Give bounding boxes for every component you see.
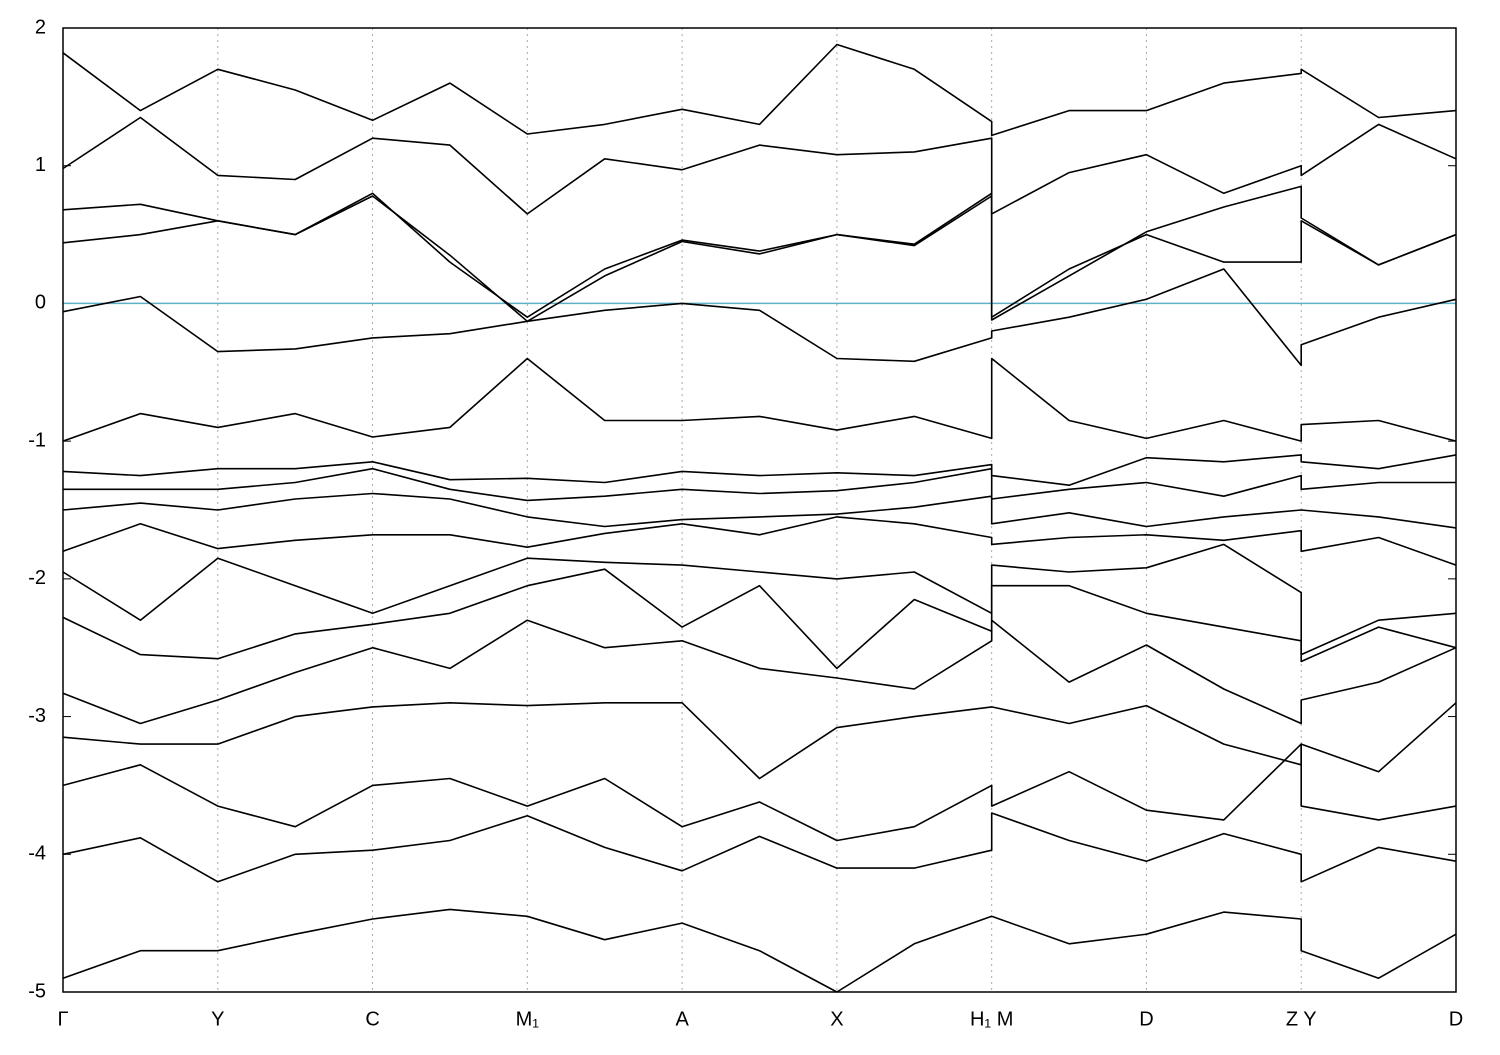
plot-frame (62, 27, 1457, 993)
x-tick-label: X (830, 1008, 843, 1030)
band-line (62, 619, 1457, 725)
band-line (62, 454, 1457, 486)
x-tick-label: M₁ (516, 1008, 540, 1030)
y-tick-label: 1 (35, 154, 46, 176)
band-line (62, 43, 1457, 137)
band-line (62, 812, 1457, 883)
band-line (62, 195, 1457, 323)
y-tick-label: -1 (28, 429, 46, 451)
x-tick-label: Z Y (1286, 1008, 1317, 1030)
band-line (62, 543, 1457, 656)
band-line (62, 743, 1457, 842)
y-tick-label: -3 (28, 705, 46, 727)
x-tick-label: Y (211, 1008, 224, 1030)
y-tick-label: -4 (28, 843, 46, 865)
band-line (62, 516, 1457, 566)
x-tick-label: D (1139, 1008, 1153, 1030)
x-tick-label: A (675, 1008, 689, 1030)
band-line (62, 702, 1457, 780)
x-tick-label: H₁ M (970, 1008, 1013, 1030)
band-line (62, 268, 1457, 367)
y-tick-label: -2 (28, 567, 46, 589)
x-tick-label: D (1449, 1008, 1463, 1030)
band-line (62, 908, 1457, 993)
band-line (62, 568, 1457, 670)
y-tick-label: 2 (35, 16, 46, 38)
x-tick-label: Γ (57, 1008, 68, 1030)
y-tick-label: 0 (35, 292, 46, 314)
band-line (62, 492, 1457, 529)
band-line (62, 116, 1457, 215)
band-line (62, 357, 1457, 442)
y-tick-label: -5 (28, 980, 46, 1002)
band-line (63, 467, 1456, 502)
plot-layer: Γ Y C M₁ A X H₁ M D Z Y D -5 -4 -3 -2 -1 0 1 2 (28, 16, 1463, 1030)
x-tick-label: C (365, 1008, 379, 1030)
